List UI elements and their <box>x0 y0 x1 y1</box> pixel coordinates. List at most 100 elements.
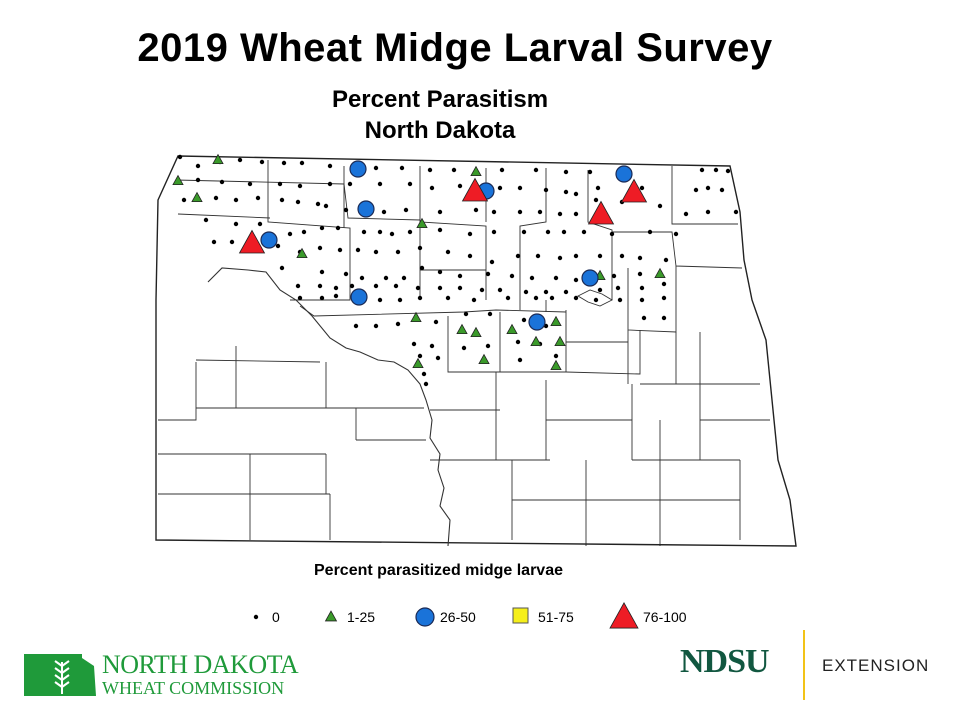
point-0 <box>315 201 321 207</box>
point-0 <box>437 285 443 291</box>
point-0 <box>661 281 667 287</box>
point-0 <box>573 191 579 197</box>
point-0 <box>319 269 325 275</box>
county-line <box>299 305 567 317</box>
point-1-25 <box>412 357 424 369</box>
point-0 <box>417 353 423 359</box>
point-0 <box>587 169 593 175</box>
point-0 <box>361 229 367 235</box>
point-1-25 <box>410 311 422 323</box>
legend-symbol-26-50 <box>415 607 435 627</box>
county-line <box>675 332 760 385</box>
point-0 <box>467 231 473 237</box>
point-0 <box>275 243 281 249</box>
point-0 <box>545 229 551 235</box>
point-0 <box>403 207 409 213</box>
point-0 <box>517 185 523 191</box>
point-0 <box>463 311 469 317</box>
point-0 <box>517 209 523 215</box>
point-0 <box>259 159 265 165</box>
county-line <box>565 310 628 343</box>
point-0 <box>553 275 559 281</box>
legend-label-26-50: 26-50 <box>440 609 476 625</box>
legend-symbol-51-75 <box>512 607 529 624</box>
point-0 <box>615 285 621 291</box>
point-0 <box>445 249 451 255</box>
point-0 <box>457 285 463 291</box>
point-76-100 <box>461 177 489 202</box>
point-0 <box>395 321 401 327</box>
point-0 <box>279 265 285 271</box>
legend-symbol-0 <box>253 614 259 620</box>
point-0 <box>381 209 387 215</box>
point-0 <box>619 253 625 259</box>
point-0 <box>421 371 427 377</box>
point-0 <box>333 293 339 299</box>
point-0 <box>657 203 663 209</box>
point-0 <box>661 295 667 301</box>
legend-label-51-75: 51-75 <box>538 609 574 625</box>
point-0 <box>417 295 423 301</box>
point-0 <box>533 295 539 301</box>
point-26-50 <box>357 200 375 218</box>
point-1-25 <box>191 191 203 203</box>
point-1-25 <box>506 323 518 335</box>
devils-lake <box>577 289 613 307</box>
legend-title: Percent parasitized midge larvae <box>314 562 563 579</box>
point-0 <box>597 287 603 293</box>
point-0 <box>317 245 323 251</box>
point-0 <box>417 245 423 251</box>
point-0 <box>319 295 325 301</box>
point-0 <box>699 167 705 173</box>
extension-label: EXTENSION <box>822 656 930 675</box>
point-0 <box>299 160 305 166</box>
point-0 <box>535 253 541 259</box>
point-0 <box>521 229 527 235</box>
map-title: 2019 Wheat Midge Larval Survey <box>137 26 773 70</box>
point-26-50 <box>615 165 633 183</box>
point-0 <box>399 165 405 171</box>
point-26-50 <box>349 160 367 178</box>
point-0 <box>521 317 527 323</box>
point-0 <box>573 277 579 283</box>
point-0 <box>343 271 349 277</box>
point-0 <box>563 169 569 175</box>
survey-points <box>172 153 739 387</box>
legend-label-0: 0 <box>272 609 280 625</box>
point-0 <box>333 285 339 291</box>
point-0 <box>295 283 301 289</box>
point-0 <box>641 315 647 321</box>
ndwc-name-line1: NORTH DAKOTA <box>102 650 299 679</box>
point-0 <box>683 211 689 217</box>
point-0 <box>597 253 603 259</box>
missouri-river <box>207 267 451 547</box>
point-0 <box>433 319 439 325</box>
point-0 <box>279 197 285 203</box>
point-0 <box>557 255 563 261</box>
point-0 <box>457 183 463 189</box>
point-0 <box>401 275 407 281</box>
point-0 <box>471 297 477 303</box>
point-0 <box>395 249 401 255</box>
point-1-25 <box>530 335 542 347</box>
point-0 <box>281 160 287 166</box>
point-0 <box>255 195 261 201</box>
point-0 <box>301 229 307 235</box>
county-boundaries <box>158 160 770 546</box>
point-0 <box>593 197 599 203</box>
point-0 <box>557 211 563 217</box>
point-76-100 <box>620 178 648 203</box>
ndsu-logo: NDSU <box>680 643 770 680</box>
point-0 <box>497 185 503 191</box>
county-line <box>267 160 351 260</box>
point-0 <box>429 343 435 349</box>
point-0 <box>573 211 579 217</box>
legend-symbol-76-100 <box>609 602 639 629</box>
point-0 <box>491 229 497 235</box>
point-0 <box>573 295 579 301</box>
point-0 <box>661 315 667 321</box>
point-0 <box>561 229 567 235</box>
point-1-25 <box>172 174 184 186</box>
point-0 <box>257 221 263 227</box>
point-0 <box>373 283 379 289</box>
